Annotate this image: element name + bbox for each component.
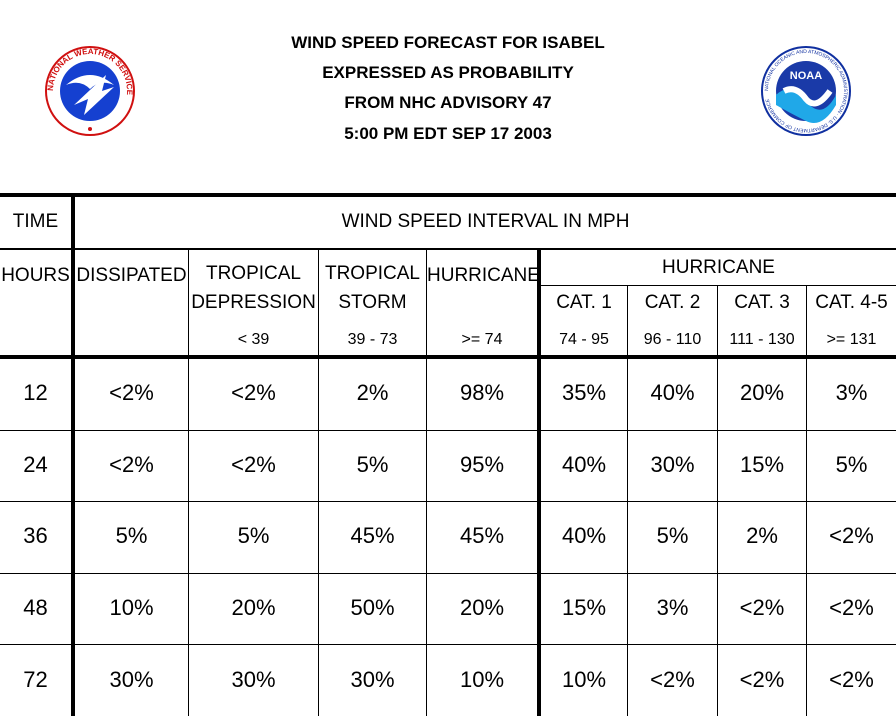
title-line-3: FROM NHC ADVISORY 47	[344, 93, 552, 112]
header-bottom-border	[0, 355, 896, 359]
col-cat1-range: 74 - 95	[559, 331, 609, 348]
cell-cat3: <2%	[739, 595, 785, 620]
col-ts-line2: STORM	[338, 292, 407, 313]
cell-ts: 2%	[356, 380, 389, 405]
cell-ts: 30%	[350, 667, 395, 692]
cell-cat45: <2%	[829, 667, 874, 692]
cell-td: 5%	[237, 523, 270, 548]
col-divider-5	[627, 286, 628, 716]
title-line-1: WIND SPEED FORECAST FOR ISABEL	[291, 33, 605, 52]
cell-dissipated: 5%	[115, 523, 148, 548]
cell-dissipated: 10%	[109, 595, 154, 620]
title-line-4: 5:00 PM EDT SEP 17 2003	[344, 124, 552, 143]
row-divider-1	[0, 430, 896, 431]
cell-dissipated: 30%	[109, 667, 154, 692]
cell-cat1: 40%	[561, 452, 607, 477]
cell-cat3: 20%	[739, 380, 785, 405]
noaa-logo: NOAA NATIONAL OCEANIC AND ATMOSPHERIC AD…	[760, 45, 852, 137]
cell-cat2: 3%	[656, 595, 689, 620]
col-divider-6	[717, 286, 718, 716]
cell-td: 30%	[231, 667, 276, 692]
cell-cat1: 10%	[561, 667, 607, 692]
cell-hurricane: 45%	[459, 523, 505, 548]
hours-header: HOURS	[1, 265, 70, 286]
cell-hurricane: 95%	[459, 452, 505, 477]
cell-td: 20%	[231, 595, 276, 620]
row-hours: 12	[23, 380, 48, 405]
col-cat3-range: 111 - 130	[729, 331, 795, 348]
cell-cat3: 2%	[746, 523, 778, 548]
nws-logo: NATIONAL WEATHER SERVICE	[44, 45, 136, 137]
col-divider-7	[806, 286, 807, 716]
col-dissipated: DISSIPATED	[76, 265, 187, 286]
col-ts-range: 39 - 73	[347, 331, 398, 348]
row-divider-4	[0, 644, 896, 645]
cell-td: <2%	[231, 380, 276, 405]
cell-dissipated: <2%	[109, 452, 154, 477]
cell-cat45: <2%	[829, 595, 874, 620]
hurricane-group-border	[537, 249, 541, 716]
cell-cat45: 3%	[835, 380, 868, 405]
cell-dissipated: <2%	[109, 380, 154, 405]
row-hours: 72	[23, 667, 48, 692]
cell-cat2: 40%	[650, 380, 695, 405]
title-line-2: EXPRESSED AS PROBABILITY	[322, 63, 574, 82]
row-hours: 36	[23, 523, 48, 548]
cell-cat2: 30%	[650, 452, 695, 477]
time-column-divider	[71, 195, 75, 716]
col-td-line2: DEPRESSION	[191, 292, 316, 313]
cell-cat1: 15%	[561, 595, 607, 620]
cell-cat2: <2%	[650, 667, 695, 692]
hurricane-group-divider	[538, 285, 896, 286]
col-td-range: < 39	[237, 331, 270, 348]
cell-td: <2%	[231, 452, 276, 477]
col-divider-3	[426, 249, 427, 716]
col-cat1: CAT. 1	[556, 292, 612, 313]
col-td-line1: TROPICAL	[205, 263, 302, 284]
cell-hurricane: 98%	[459, 380, 505, 405]
interval-header-divider	[0, 248, 896, 250]
cell-cat1: 35%	[561, 380, 607, 405]
cell-cat1: 40%	[561, 523, 607, 548]
hurricane-group-header: HURRICANE	[662, 257, 775, 278]
cell-hurricane: 10%	[459, 667, 505, 692]
col-divider-2	[318, 249, 319, 716]
cell-cat45: <2%	[829, 523, 874, 548]
cell-cat3: <2%	[739, 667, 785, 692]
col-hurricane: HURRICANE	[427, 265, 540, 286]
cell-hurricane: 20%	[459, 595, 505, 620]
col-ts-line1: TROPICAL	[324, 263, 421, 284]
cell-ts: 45%	[350, 523, 395, 548]
cell-ts: 50%	[350, 595, 395, 620]
col-divider-1	[188, 249, 189, 716]
col-hurricane-range: >= 74	[461, 331, 503, 348]
row-divider-2	[0, 501, 896, 502]
cell-cat3: 15%	[739, 452, 785, 477]
col-cat2-range: 96 - 110	[643, 331, 702, 348]
svg-text:NOAA: NOAA	[790, 70, 822, 82]
col-cat45-range: >= 131	[826, 331, 877, 348]
cell-cat2: 5%	[656, 523, 689, 548]
cell-cat45: 5%	[835, 452, 868, 477]
cell-ts: 5%	[356, 452, 389, 477]
row-hours: 24	[23, 452, 48, 477]
col-cat3: CAT. 3	[734, 292, 790, 313]
interval-header: WIND SPEED INTERVAL IN MPH	[341, 211, 630, 232]
col-cat2: CAT. 2	[644, 292, 701, 313]
col-cat45: CAT. 4-5	[815, 292, 888, 313]
time-header: TIME	[12, 211, 59, 232]
row-divider-3	[0, 573, 896, 574]
table-top-border	[0, 193, 896, 197]
row-hours: 48	[23, 595, 48, 620]
